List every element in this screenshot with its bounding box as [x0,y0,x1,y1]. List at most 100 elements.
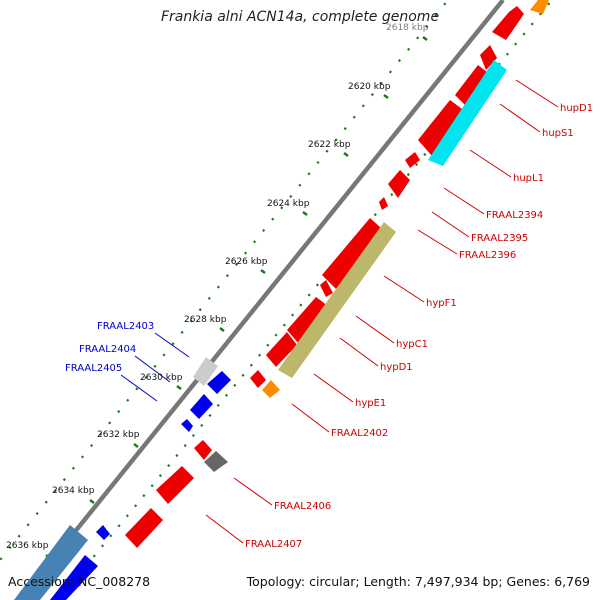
gene-arrow [156,466,194,504]
tick-label: 2632 kbp [97,430,140,440]
gene-label[interactable]: hupD1 [560,103,593,114]
gene-arrow [322,218,381,289]
gene-label[interactable]: FRAAL2396 [459,250,516,261]
tick-dot [443,2,447,6]
label-leader-lines [120,79,559,544]
gene-arrow [96,525,110,540]
tick-dot [266,343,270,347]
tick-dot [343,126,347,131]
tick-dot [538,12,543,16]
tick-dot [126,398,130,402]
tick-dot [158,474,162,478]
tick-dot [307,293,311,297]
gene-arrow [320,280,333,297]
leader-line [383,275,425,303]
gene-label[interactable]: hupL1 [513,173,544,184]
tick-dot [198,308,202,312]
gene-arrow [14,525,88,600]
gene-arrow [455,65,492,110]
tick-label: 2618 kbp [386,23,429,33]
gene-label[interactable]: FRAAL2404 [79,344,136,355]
gene-label[interactable]: FRAAL2406 [274,501,331,512]
genes-second-strand [204,0,549,472]
tick-dot [299,303,303,307]
accession-text: Accession: NC_008278 [8,574,151,589]
tick-dot [26,523,30,527]
tick-dot [207,296,211,300]
gene-label[interactable]: hypC1 [396,339,428,350]
tick-dot [274,333,278,337]
gene-arrow [287,297,328,344]
tick-dot [224,393,229,397]
major-tick [422,36,428,41]
tick-dot [142,494,146,498]
gene-arrow [194,440,212,460]
tick-dot [415,162,419,167]
gene-label[interactable]: FRAAL2403 [97,321,154,332]
gene-label[interactable]: hupS1 [542,128,574,139]
gene-label[interactable]: FRAAL2395 [471,233,528,244]
tick-dot [99,432,103,436]
tick-dot [407,47,411,51]
leader-line [154,332,190,358]
leader-line [205,514,244,544]
tick-label: 2630 kbp [140,373,183,383]
major-tick [260,269,266,274]
tick-dot [191,433,195,438]
gene-arrow [250,370,266,388]
tick-dot [90,444,94,448]
gene-label[interactable]: FRAAL2405 [65,363,122,374]
tick-dot [189,319,193,323]
tick-dot [71,466,75,470]
gene-label[interactable]: hypF1 [426,298,457,309]
tick-label: 2636 kbp [6,541,49,551]
gene-arrow [181,419,193,432]
leader-line [431,211,470,238]
genes-reverse [14,357,231,600]
tick-dot [216,285,220,289]
leader-line [443,187,485,215]
tick-dot [423,152,427,157]
gene-arrow [480,45,497,70]
major-tick [383,94,389,99]
gene-label[interactable]: FRAAL2394 [486,210,543,221]
tick-dot [117,410,121,414]
tick-dot [17,534,21,538]
gene-arrow [207,371,231,394]
map-title: Frankia alni ACN14a, complete genome [160,9,440,25]
tick-dot [271,217,275,221]
gene-label[interactable]: hypD1 [380,362,413,373]
gene-label[interactable]: hypE1 [355,398,386,409]
tick-dot [125,514,129,518]
gene-arrow [262,380,280,398]
tick-dot [334,138,338,142]
tick-dot [234,262,239,266]
tick-dot [388,70,393,74]
gene-label[interactable]: FRAAL2407 [245,539,302,550]
tick-dot [373,213,377,217]
tick-dot [0,557,3,561]
tick-dot [416,36,420,40]
genome-backbone [18,0,505,600]
gene-arrow [405,152,420,168]
tick-dot [150,484,154,488]
gene-arrow [50,555,98,600]
tick-dot [249,363,253,367]
leader-line [355,315,395,344]
tick-dot [397,59,402,63]
gene-arrow [204,451,228,472]
tick-dot [162,353,166,357]
gene-label[interactable]: FRAAL2402 [331,428,388,439]
major-tick [219,327,225,332]
tick-dot [241,373,245,377]
tick-label: 2624 kbp [267,199,310,209]
tick-dot [92,554,96,558]
tick-dot [298,183,302,187]
tick-dot [144,376,148,380]
tick-dot [352,115,356,119]
tick-dot [208,413,212,417]
tick-label: 2622 kbp [308,140,351,150]
tick-dot [80,455,85,459]
tick-dot [153,364,157,368]
